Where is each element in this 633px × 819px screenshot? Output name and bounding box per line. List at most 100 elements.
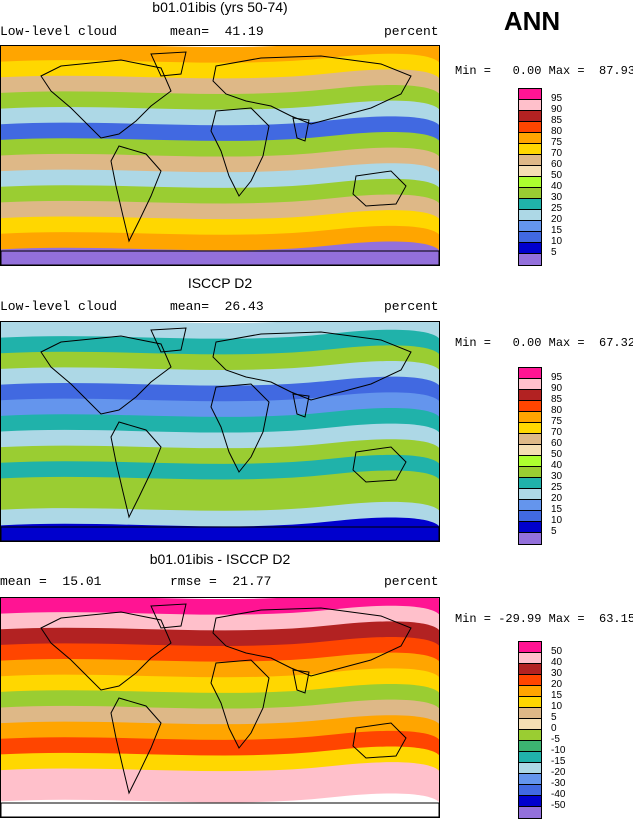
colorbar-label: 50 [551,170,563,181]
colorbar-swatch [519,675,541,686]
colorbar-swatch [519,412,541,423]
colorbar-label: -30 [551,778,566,789]
colorbar-label: 15 [551,504,563,515]
colorbar-swatch [519,390,541,401]
colorbar-swatch [519,456,541,467]
colorbar-label: -40 [551,789,566,800]
colorbar-label: 20 [551,679,563,690]
colorbar-label: 85 [551,115,563,126]
colorbar-label: 50 [551,646,563,657]
colorbar-label: 60 [551,438,563,449]
colorbar-label: 15 [551,225,563,236]
colorbar-label: -20 [551,767,566,778]
colorbar-swatch [519,100,541,111]
colorbar-label: 50 [551,449,563,460]
colorbar-swatch [519,243,541,254]
colorbar-swatch [519,785,541,796]
colorbar-swatch [519,89,541,100]
colorbar-label: 95 [551,93,563,104]
colorbar-swatch [519,467,541,478]
map-field [1,322,439,541]
colorbar-swatch [519,122,541,133]
panel-title: b01.01ibis - ISCCP D2 [149,551,291,567]
colorbar-label: 75 [551,137,563,148]
variable-label: Low-level cloud [0,299,118,314]
mean-label: mean = 15.01 [0,574,102,589]
colorbar-label: 30 [551,668,563,679]
colorbar-swatch [519,401,541,412]
colorbar-swatch [519,642,541,653]
map-field [1,598,439,817]
min-max-label: Min = 0.00 Max = 87.93 [455,64,633,78]
colorbar-swatch [519,730,541,741]
colorbar-label: 10 [551,515,563,526]
panel-title: ISCCP D2 [187,275,253,291]
colorbar-label: 25 [551,203,563,214]
colorbar-label: 10 [551,236,563,247]
colorbar-label: 95 [551,372,563,383]
colorbar-label: 15 [551,690,563,701]
colorbar-swatch [519,166,541,177]
colorbar-swatch [519,445,541,456]
colorbar-label: 30 [551,192,563,203]
colorbar-swatch [519,686,541,697]
colorbar-swatches [518,367,542,545]
units-label: percent [384,24,439,39]
colorbar-swatch [519,719,541,730]
colorbar-swatch [519,489,541,500]
colorbar-swatch [519,807,541,818]
variable-label: Low-level cloud [0,24,118,39]
colorbar-label: 70 [551,148,563,159]
colorbar-swatch [519,664,541,675]
mean-label: mean= 41.19 [170,24,264,39]
colorbar-swatch [519,254,541,265]
colorbar-label: 60 [551,159,563,170]
colorbar-swatches [518,88,542,266]
colorbar-label: -10 [551,745,566,756]
map-obs [0,321,440,542]
units-label: percent [384,574,439,589]
colorbar-label: 0 [551,723,557,734]
colorbar-label: -15 [551,756,566,767]
colorbar-swatch [519,708,541,719]
colorbar-label: 25 [551,482,563,493]
map-field [1,46,439,265]
min-max-label: Min = 0.00 Max = 67.32 [455,336,633,350]
colorbar-label: 20 [551,493,563,504]
colorbar-swatch [519,511,541,522]
colorbar-label: 30 [551,471,563,482]
colorbar-swatch [519,111,541,122]
colorbar-swatch [519,774,541,785]
mean-label: mean= 26.43 [170,299,264,314]
colorbar-label: 90 [551,383,563,394]
colorbar-label: 70 [551,427,563,438]
colorbar-swatch [519,379,541,390]
colorbar-swatches [518,641,542,819]
colorbar-label: 5 [551,526,557,537]
units-label: percent [384,299,439,314]
colorbar-label: 40 [551,460,563,471]
colorbar-swatch [519,500,541,511]
colorbar-swatch [519,653,541,664]
colorbar: 50 40 30 20 15 10 5 0 -5 -10 -15 -20 -30 -40 -50 [518,641,565,819]
colorbar-swatch [519,478,541,489]
map-model [0,45,440,266]
colorbar-swatch [519,368,541,379]
colorbar-swatch [519,199,541,210]
colorbar-label: 40 [551,181,563,192]
colorbar-label: 20 [551,214,563,225]
colorbar-swatch [519,133,541,144]
min-max-label: Min = -29.99 Max = 63.15 [455,612,633,626]
colorbar-swatch [519,177,541,188]
colorbar-swatch [519,741,541,752]
panel-title: b01.01ibis (yrs 50-74) [152,0,288,15]
colorbar-swatch [519,155,541,166]
colorbar: 95 90 85 80 75 70 60 50 40 30 25 20 15 10 5 [518,367,562,545]
colorbar-swatch [519,522,541,533]
rmse-label: rmse = 21.77 [170,574,272,589]
colorbar-label: 5 [551,247,557,258]
colorbar-swatch [519,796,541,807]
colorbar-label: 80 [551,405,563,416]
colorbar-label: 90 [551,104,563,115]
colorbar-swatch [519,221,541,232]
